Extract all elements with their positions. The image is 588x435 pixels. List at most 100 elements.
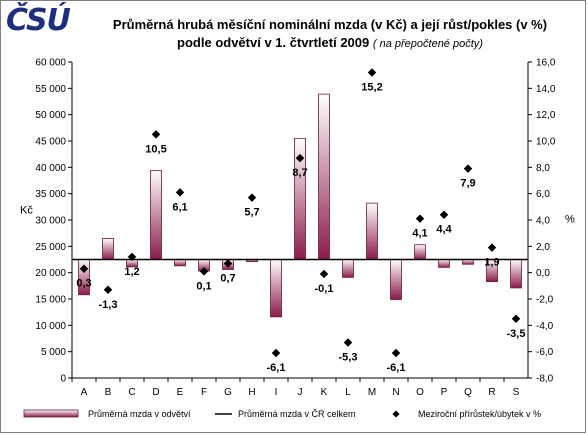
pct-marker-F <box>199 267 209 276</box>
pct-marker-N <box>391 348 401 358</box>
pct-label-Q: 7,9 <box>460 178 475 190</box>
left-tick-label: 15 000 <box>35 295 66 306</box>
chart-title: Průměrná hrubá měsíční nominální mzda (v… <box>80 16 580 53</box>
x-tick-label: I <box>275 387 278 398</box>
x-tick-label: L <box>345 387 351 398</box>
right-tick-label: -8,0 <box>536 374 554 385</box>
right-tick-label: -6,0 <box>536 347 554 358</box>
right-axis-label: % <box>565 214 575 226</box>
x-tick-label: J <box>298 387 303 398</box>
x-tick-label: B <box>105 387 112 398</box>
pct-label-I: -6,1 <box>267 362 286 374</box>
csu-logo: ČSÚ <box>6 3 71 38</box>
right-tick-label: 10,0 <box>536 137 556 148</box>
pct-marker-A <box>79 264 89 273</box>
left-tick-label: 10 000 <box>35 321 66 332</box>
pct-label-M: 15,2 <box>361 82 382 94</box>
x-tick-label: H <box>248 387 255 398</box>
pct-marker-E <box>175 188 185 197</box>
x-tick-label: D <box>152 387 159 398</box>
bar-L <box>342 259 354 278</box>
pct-label-D: 10,5 <box>145 143 166 155</box>
left-tick-label: 25 000 <box>35 242 66 253</box>
pct-label-C: 1,2 <box>124 266 139 278</box>
pct-label-J: 8,7 <box>292 167 307 179</box>
title-note: ( na přepočtené počty) <box>372 38 483 50</box>
right-tick-label: 16,0 <box>536 58 556 69</box>
right-tick-label: 4,0 <box>536 216 550 227</box>
right-tick-label: 6,0 <box>536 189 550 200</box>
x-tick-label: R <box>488 387 495 398</box>
left-tick-label: 45 000 <box>35 137 66 148</box>
x-tick-label: F <box>201 387 207 398</box>
pct-label-N: -6,1 <box>387 362 406 374</box>
x-tick-label: E <box>177 387 184 398</box>
bar-S <box>510 259 522 289</box>
x-tick-label: O <box>416 387 424 398</box>
legend-marker-swatch <box>392 410 400 418</box>
pct-marker-R <box>487 243 497 252</box>
pct-label-P: 4,4 <box>436 224 452 236</box>
pct-label-G: 0,7 <box>220 272 235 284</box>
bar-B <box>102 238 114 260</box>
title-line-2: podle odvětví v 1. čtvrtletí 2009 <box>177 35 370 50</box>
pct-label-K: -0,1 <box>315 283 334 295</box>
x-tick-label: G <box>224 387 232 398</box>
pct-label-H: 5,7 <box>244 207 259 219</box>
pct-marker-I <box>271 348 281 358</box>
bar-I <box>270 259 282 318</box>
pct-marker-M <box>367 68 377 77</box>
pct-marker-S <box>511 314 521 323</box>
right-tick-label: 0,0 <box>536 268 550 279</box>
pct-label-F: 0,1 <box>196 280 211 292</box>
pct-marker-D <box>151 130 161 139</box>
pct-label-A: 0,3 <box>76 278 91 290</box>
right-tick-label: 2,0 <box>536 242 550 253</box>
x-tick-label: S <box>513 387 520 398</box>
pct-label-R: 1,9 <box>484 257 499 269</box>
title-line-1: Průměrná hrubá měsíční nominální mzda (v… <box>112 17 548 32</box>
legend-bar-label: Průměrná mzda v odvětví <box>88 409 191 419</box>
pct-marker-P <box>439 210 449 219</box>
left-tick-label: 5 000 <box>41 347 66 358</box>
pct-label-S: -3,5 <box>507 328 526 340</box>
pct-marker-C <box>127 252 137 262</box>
legend-bar-swatch <box>23 409 79 418</box>
left-tick-label: 60 000 <box>35 58 66 69</box>
x-tick-label: M <box>368 387 376 398</box>
x-tick-label: K <box>321 387 328 398</box>
right-tick-label: 14,0 <box>536 84 556 95</box>
bar-N <box>390 259 402 300</box>
right-tick-label: 8,0 <box>536 163 550 174</box>
pct-marker-O <box>415 214 425 223</box>
right-tick-label: -2,0 <box>536 295 554 306</box>
legend-line-label: Průměrná mzda v ČR celkem <box>238 409 356 419</box>
right-tick-label: 12,0 <box>536 110 556 121</box>
left-tick-label: 35 000 <box>35 189 66 200</box>
pct-marker-L <box>343 338 353 347</box>
pct-label-O: 4,1 <box>412 228 427 240</box>
bar-O <box>414 244 426 260</box>
left-tick-label: 40 000 <box>35 163 66 174</box>
bar-E <box>174 259 186 267</box>
right-tick-label: -4,0 <box>536 321 554 332</box>
bar-K <box>318 93 330 260</box>
pct-marker-G <box>223 259 233 268</box>
left-tick-label: 20 000 <box>35 268 66 279</box>
pct-marker-H <box>247 193 257 202</box>
x-tick-label: Q <box>464 387 472 398</box>
x-tick-label: P <box>441 387 448 398</box>
x-tick-label: C <box>128 387 135 398</box>
pct-label-L: -5,3 <box>339 351 358 363</box>
bar-P <box>438 259 450 268</box>
left-tick-label: 55 000 <box>35 84 66 95</box>
left-axis-label: Kč <box>20 205 33 217</box>
pct-marker-B <box>103 285 113 295</box>
pct-label-B: -1,3 <box>99 299 118 311</box>
left-tick-label: 50 000 <box>35 110 66 121</box>
pct-marker-J <box>295 153 305 163</box>
bar-M <box>366 202 378 260</box>
x-tick-label: A <box>81 387 88 398</box>
